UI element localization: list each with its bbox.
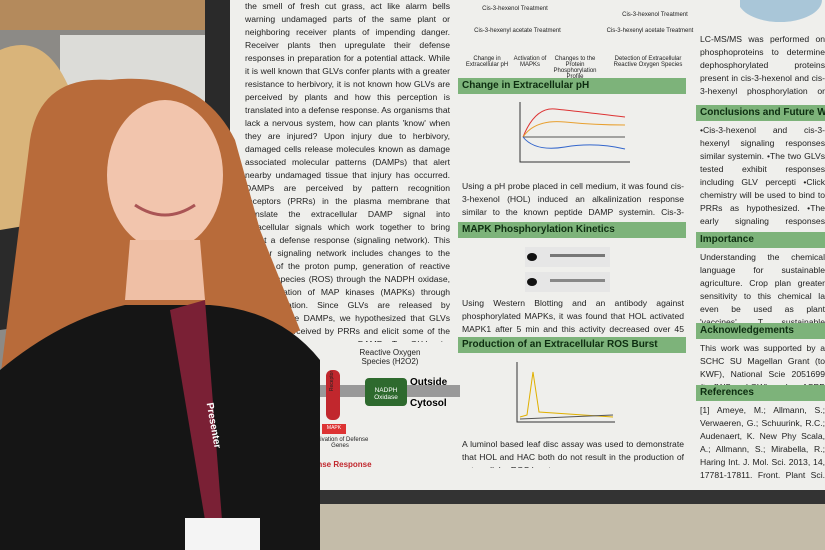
receptor — [326, 370, 340, 420]
lanyard — [170, 300, 222, 520]
genes-label: Activation of Defense Genes — [311, 437, 369, 449]
section-text: [1] Ameye, M.; Allmann, S.; Verwaeren, G… — [700, 405, 825, 479]
pie-fragment — [740, 0, 822, 22]
hol2-label: Cis-3-hexenol Treatment — [622, 12, 688, 18]
section-heading: Importance — [696, 232, 825, 248]
ph-plot — [519, 102, 630, 163]
western-blot — [525, 247, 610, 292]
badge — [185, 518, 260, 550]
people — [0, 45, 320, 550]
outside-label: Outside — [410, 377, 448, 388]
section-heading: Production of an Extracellular ROS Burst — [458, 337, 686, 353]
cell-diagram — [300, 370, 460, 434]
workflow-step: Change in Extracellular pH — [465, 56, 509, 68]
section-heading: MAPK Phosphorylation Kinetics — [458, 222, 686, 238]
workflow-step: Activation of MAPKs — [513, 56, 547, 68]
nadph-label: NADPH Oxidase — [374, 387, 398, 401]
face — [107, 100, 223, 250]
intro-text: the smell of fresh cut grass, act like a… — [245, 1, 450, 342]
hol-label: Cis-3-hexenol Treatment — [482, 6, 548, 12]
board-bottom — [230, 490, 825, 504]
neck — [125, 240, 205, 300]
section-text: Using Western Blotting and an antibody a… — [462, 298, 684, 334]
section-text: A luminol based leaf disc assay was used… — [462, 439, 684, 468]
section-text: •Cis-3-hexenol and cis-3-hexenyl signali… — [700, 125, 825, 226]
response-label: Defense Response — [300, 460, 372, 469]
jacket — [0, 305, 320, 550]
section-heading: Change in Extracellular pH — [458, 78, 686, 94]
section-heading: Acknowledgements — [696, 323, 825, 339]
nadph-box — [365, 378, 407, 406]
section-heading: Conclusions and Future Work — [696, 105, 825, 121]
ros-plot — [516, 362, 615, 423]
section-text: Using a pH probe placed in cell medium, … — [462, 181, 684, 217]
mapk-box — [322, 424, 346, 434]
hac-label: Cis-3-hexenyl acetate Treatment — [474, 28, 561, 34]
ros-label: Reactive Oxygen Species (H2O2) — [359, 348, 421, 366]
cytosol-label: Cytosol — [410, 398, 447, 409]
frame-top — [0, 0, 205, 30]
section-text: Understanding the chemical language for … — [700, 252, 825, 327]
section-heading: References — [696, 385, 825, 401]
floor — [230, 504, 825, 550]
workflow-step: Detection of Extracellular Reactive Oxyg… — [613, 56, 683, 68]
workflow-step: Changes to the Protein Phosphorylation P… — [553, 56, 597, 80]
right-intro: LC-MS/MS was performed on phosphoprotein… — [700, 34, 825, 96]
hac2-label: Cis-3-hexenyl acetate Treatment — [606, 28, 694, 34]
mapk-label: MAPK — [326, 425, 342, 431]
